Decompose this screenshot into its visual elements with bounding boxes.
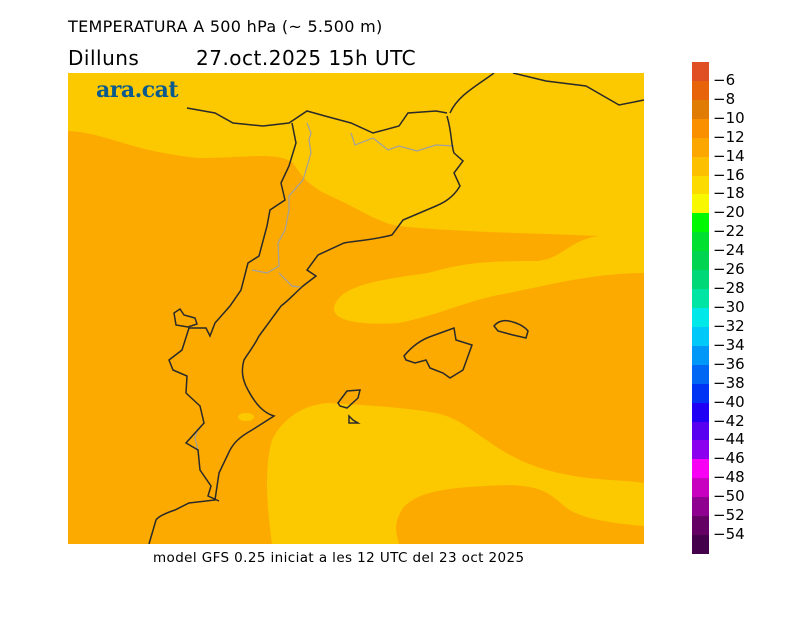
chart-subtitle: Dilluns 27.oct.2025 15h UTC — [68, 46, 416, 70]
field-16-14-region-south — [266, 403, 644, 544]
colorbar-tick-label: −26 — [713, 260, 745, 279]
formentera — [348, 414, 361, 424]
colorbar-swatch — [692, 80, 709, 101]
colorbar-swatch — [692, 137, 709, 158]
ibiza — [337, 389, 361, 409]
colorbar-swatch — [692, 251, 709, 271]
colorbar-tick-label: −12 — [713, 127, 745, 146]
colorbar-swatch — [692, 326, 709, 347]
colorbar-swatch — [692, 213, 709, 233]
temperature-map — [68, 73, 644, 544]
colorbar-tick-label: −16 — [713, 165, 745, 184]
colorbar-swatch — [692, 345, 709, 366]
datetime-label: 27.oct.2025 15h UTC — [196, 46, 417, 70]
colorbar-swatch — [692, 175, 709, 195]
colorbar-swatch — [692, 118, 709, 139]
model-footer: model GFS 0.25 iniciat a les 12 UTC del … — [153, 550, 525, 566]
colorbar-swatch — [692, 516, 709, 536]
colorbar-tick-label: −54 — [713, 525, 745, 544]
colorbar-swatch — [692, 440, 709, 460]
chart-title: TEMPERATURA A 500 hPa (~ 5.500 m) — [68, 17, 383, 36]
colorbar-swatch — [692, 535, 709, 555]
colorbar-tick-label: −6 — [713, 70, 736, 89]
colorbar-tick-label: −18 — [713, 184, 745, 203]
colorbar-tick-label: −34 — [713, 335, 745, 354]
colorbar-tick-label: −24 — [713, 241, 745, 260]
colorbar-tick-label: −22 — [713, 222, 745, 241]
mallorca — [403, 326, 473, 379]
colorbar-swatch — [692, 270, 709, 290]
colorbar-tick-label: −48 — [713, 468, 745, 487]
colorbar-swatch — [692, 402, 709, 423]
colorbar-tick-label: −40 — [713, 392, 745, 411]
colorbar-tick-label: −8 — [713, 89, 736, 108]
colorbar-swatch — [692, 99, 709, 120]
colorbar-swatch — [692, 62, 709, 82]
colorbar-tick-label: −38 — [713, 373, 745, 392]
colorbar-tick-label: −42 — [713, 411, 745, 430]
menorca — [493, 319, 529, 339]
field-16-14-spot — [238, 413, 254, 421]
colorbar-swatch — [692, 364, 709, 385]
colorbar-tick-label: −14 — [713, 146, 745, 165]
colorbar-swatch — [692, 156, 709, 177]
colorbar-swatch — [692, 308, 709, 328]
colorbar-tick-label: −28 — [713, 279, 745, 298]
day-label: Dilluns — [68, 46, 140, 70]
colorbar-swatch — [692, 194, 709, 214]
colorbar-tick-label: −10 — [713, 108, 745, 127]
coastlines — [148, 73, 644, 544]
colorbar-swatch — [692, 459, 709, 479]
colorbar-swatch — [692, 478, 709, 498]
colorbar-tick-label: −36 — [713, 354, 745, 373]
colorbar-tick-label: −32 — [713, 316, 745, 335]
colorbar-tick-label: −30 — [713, 298, 745, 316]
colorbar-tick-label: −44 — [713, 430, 745, 449]
ara-cat-logo: ara.cat — [96, 77, 179, 103]
colorbar-swatch — [692, 497, 709, 517]
colorbar-swatch — [692, 383, 709, 404]
field-14-12-region — [68, 131, 644, 544]
colorbar-tick-label: −46 — [713, 449, 745, 468]
colorbar-tick-label: −20 — [713, 203, 745, 222]
colorbar-tick-label: −50 — [713, 487, 745, 506]
colorbar-swatch — [692, 421, 709, 441]
colorbar-legend: −6 −8 −10 −12 −14 −16 −18 −20 −22 −24 −26 −28 −30 −32… — [692, 62, 782, 555]
colorbar-swatch — [692, 289, 709, 309]
colorbar-tick-label: −52 — [713, 506, 745, 525]
colorbar-swatch — [692, 232, 709, 252]
